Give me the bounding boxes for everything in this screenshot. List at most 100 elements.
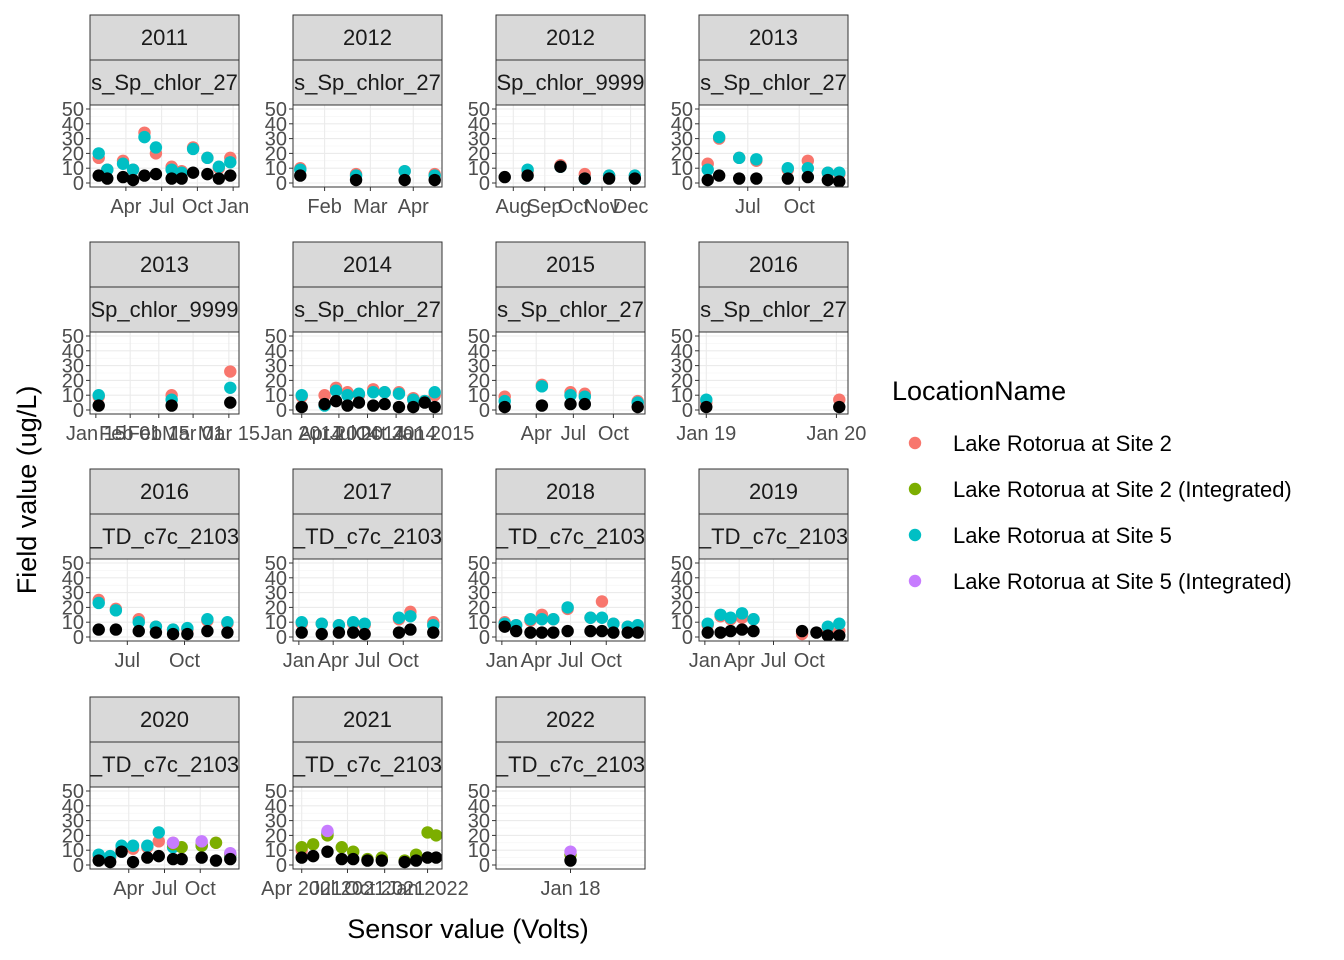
x-tick-label: Mar bbox=[353, 196, 388, 218]
x-tick-label: Jul bbox=[561, 423, 587, 445]
y-tick-label: 10 bbox=[265, 612, 287, 634]
strip-sensor-bg bbox=[292, 59, 443, 106]
strip-sensor-label: s_Sp_chlor_27 bbox=[700, 70, 847, 95]
y-tick-label: 20 bbox=[468, 825, 490, 847]
data-point-sensor bbox=[564, 854, 577, 867]
x-tick-label: Jul bbox=[761, 650, 787, 672]
y-tick-label: 40 bbox=[468, 114, 490, 136]
data-point-sensor bbox=[212, 172, 226, 185]
data-point-site5 bbox=[724, 611, 737, 624]
y-tick-label: 30 bbox=[62, 356, 84, 378]
data-point-sensor bbox=[332, 626, 346, 639]
strip-sensor-label: _TD_c7c_2103 bbox=[698, 524, 848, 549]
data-point-sensor bbox=[224, 169, 237, 182]
data-point-site5int bbox=[195, 835, 208, 848]
strip-sensor-bg bbox=[495, 286, 646, 333]
x-tick-label: Jan 15 bbox=[66, 423, 126, 445]
data-point-site5 bbox=[398, 164, 411, 178]
data-point-sensor bbox=[358, 627, 371, 641]
legend-key bbox=[908, 436, 922, 450]
x-tick-label: Apr bbox=[110, 196, 141, 218]
y-tick-label: 0 bbox=[276, 855, 287, 877]
data-point-site5 bbox=[595, 611, 609, 624]
data-point-site5 bbox=[750, 153, 763, 166]
y-tick-label: 50 bbox=[265, 781, 287, 803]
data-point-sensor bbox=[181, 627, 194, 641]
plot-border bbox=[495, 104, 646, 188]
points-layer bbox=[92, 126, 237, 187]
legend: LocationName Lake Rotorua at Site 2Lake … bbox=[892, 376, 1292, 594]
data-point-site5 bbox=[138, 130, 151, 144]
points-layer bbox=[295, 605, 440, 641]
data-point-sensor bbox=[833, 175, 846, 187]
strip-sensor-label: s_Sp_chlor_27 bbox=[700, 297, 847, 322]
data-point-site5 bbox=[732, 151, 746, 165]
data-point-site5 bbox=[352, 387, 366, 400]
data-point-sensor bbox=[92, 399, 105, 412]
x-tick-label: Sep bbox=[527, 196, 563, 218]
data-point-sensor bbox=[321, 845, 334, 858]
x-tick-label: Jul bbox=[735, 196, 761, 218]
x-tick-label: Oct bbox=[182, 196, 214, 218]
y-tick-label: 40 bbox=[62, 341, 84, 363]
data-point-sensor bbox=[398, 855, 411, 869]
strip-year-label: 2016 bbox=[140, 479, 189, 504]
data-point-site5 bbox=[126, 839, 140, 852]
y-tick-label: 20 bbox=[671, 143, 693, 165]
data-point-site5 bbox=[295, 389, 308, 402]
y-tick-label: 40 bbox=[62, 114, 84, 136]
data-point-site5 bbox=[607, 617, 620, 630]
x-tick-label: Jan 2022 bbox=[386, 878, 468, 900]
y-tick-label: 0 bbox=[73, 855, 84, 877]
y-tick-label: 10 bbox=[265, 385, 287, 407]
y-tick-label: 10 bbox=[468, 385, 490, 407]
y-tick-label: 50 bbox=[62, 781, 84, 803]
data-point-site5 bbox=[315, 617, 328, 630]
data-point-sensor bbox=[201, 167, 214, 181]
data-point-sensor bbox=[407, 400, 420, 414]
legend-title: LocationName bbox=[892, 376, 1066, 406]
data-point-site5 bbox=[781, 162, 794, 175]
data-point-site5 bbox=[358, 617, 371, 630]
y-tick-label: 0 bbox=[682, 173, 693, 195]
y-tick-label: 40 bbox=[265, 341, 287, 363]
data-point-sensor bbox=[201, 624, 214, 638]
data-point-site5 bbox=[404, 610, 417, 623]
x-tick-label: Apr bbox=[521, 650, 552, 672]
plot-border bbox=[495, 331, 646, 415]
y-tick-label: 10 bbox=[265, 158, 287, 180]
data-point-sensor bbox=[602, 172, 616, 185]
y-tick-label: 0 bbox=[276, 400, 287, 422]
data-point-sensor bbox=[810, 626, 823, 639]
strip-sensor-label: _TD_c7c_2103 bbox=[292, 752, 442, 777]
x-tick-label: Jul bbox=[115, 650, 141, 672]
strip-sensor-label: _TD_c7c_2103 bbox=[495, 752, 645, 777]
strip-year-label: 2014 bbox=[343, 252, 392, 277]
data-point-site5 bbox=[561, 601, 574, 614]
data-point-site5 bbox=[152, 826, 165, 839]
data-point-sensor bbox=[101, 172, 114, 185]
data-point-sensor bbox=[578, 397, 591, 411]
strip-sensor-label: Sp_chlor_9999 bbox=[496, 70, 644, 95]
legend-key bbox=[908, 528, 922, 542]
data-point-sensor bbox=[524, 626, 537, 639]
data-point-sensor bbox=[701, 173, 714, 187]
y-tick-label: 40 bbox=[265, 796, 287, 818]
data-point-sensor bbox=[166, 852, 180, 866]
data-point-site5 bbox=[341, 389, 354, 402]
data-point-sensor bbox=[701, 626, 714, 639]
x-tick-label: Feb 01 bbox=[99, 423, 161, 445]
y-tick-label: 30 bbox=[671, 583, 693, 605]
strip-year-label: 2012 bbox=[546, 25, 595, 50]
y-tick-label: 10 bbox=[265, 840, 287, 862]
y-tick-label: 30 bbox=[265, 811, 287, 833]
data-point-sensor bbox=[724, 624, 737, 638]
x-tick-label: Oct bbox=[169, 650, 201, 672]
x-tick-label: Oct bbox=[598, 423, 630, 445]
data-point-sensor bbox=[224, 396, 237, 409]
strip-sensor-bg bbox=[292, 741, 443, 788]
